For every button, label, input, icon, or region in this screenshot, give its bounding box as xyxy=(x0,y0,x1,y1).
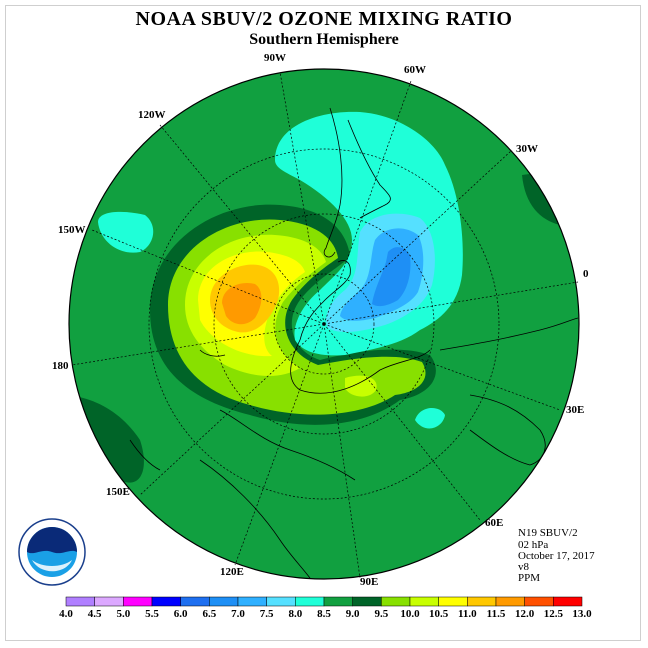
color-bar-tick-label: 4.0 xyxy=(59,608,73,620)
color-bar-swatch xyxy=(381,596,411,607)
label-120w: 120W xyxy=(138,109,166,121)
latitude-circle xyxy=(273,273,375,375)
meridian-150w xyxy=(91,229,325,325)
latitude-circle xyxy=(213,213,435,435)
color-bar-swatch xyxy=(266,596,296,607)
color-bar-tick-label: 5.5 xyxy=(145,608,159,620)
info-pressure: 02 hPa xyxy=(518,539,549,551)
meridian-30w xyxy=(323,149,513,325)
logo-top xyxy=(27,527,77,554)
label-120e: 120E xyxy=(220,566,244,578)
antarctica-coast xyxy=(290,339,431,394)
coastlines xyxy=(129,107,579,579)
chart-title: NOAA SBUV/2 OZONE MIXING RATIO xyxy=(135,8,513,30)
chart-subtitle: Southern Hemisphere xyxy=(249,31,399,48)
figure-frame xyxy=(5,5,641,641)
australia-antarctic-coast xyxy=(219,409,356,481)
meridian-90e xyxy=(323,323,361,579)
color-bar xyxy=(65,596,583,607)
color-bar-swatch xyxy=(180,596,210,607)
label-30w: 30W xyxy=(516,143,538,155)
info-units: PPM xyxy=(518,572,541,584)
label-150w: 150W xyxy=(58,224,86,236)
color-bar-swatch xyxy=(438,596,468,607)
label-0: 0 xyxy=(583,268,589,280)
madagascar-region-coast xyxy=(469,394,546,466)
meridian-120e xyxy=(234,323,325,566)
color-bar-swatch xyxy=(467,596,497,607)
color-bar-tick-label: 10.5 xyxy=(429,608,449,620)
meridian-180 xyxy=(71,323,325,366)
antarctic-peninsula xyxy=(299,260,351,341)
label-60e: 60E xyxy=(485,517,504,529)
ross-coast xyxy=(199,349,226,357)
band-10.0-south xyxy=(345,375,377,397)
band-11.5 xyxy=(222,282,262,325)
color-bar-swatch xyxy=(209,596,239,607)
label-60w: 60W xyxy=(404,64,426,76)
color-bar-tick-label: 6.5 xyxy=(202,608,217,620)
color-bar-tick-label: 11.0 xyxy=(458,608,477,620)
color-bar-tick-label: 9.0 xyxy=(345,608,360,620)
seagull-icon xyxy=(32,560,72,572)
color-bar-swatch xyxy=(123,596,153,607)
band-6.5 xyxy=(372,247,411,307)
color-bar-swatch xyxy=(323,596,353,607)
color-bar-tick-label: 10.0 xyxy=(400,608,420,620)
color-bar-tick-label: 11.5 xyxy=(486,608,506,620)
meridian-120w xyxy=(159,124,325,325)
color-bar-swatch xyxy=(553,596,583,607)
band-8.0-west xyxy=(98,211,154,253)
info-satellite: N19 SBUV/2 xyxy=(518,527,578,539)
color-bar-swatch xyxy=(94,596,124,607)
australia-coast xyxy=(199,459,311,579)
color-bar-tick-label: 8.5 xyxy=(317,608,331,620)
meridian-30e xyxy=(323,323,561,411)
label-150e: 150E xyxy=(106,486,130,498)
color-bar-swatch xyxy=(524,596,554,607)
color-bar-tick-label: 7.0 xyxy=(231,608,245,620)
color-bar-swatch xyxy=(65,596,95,607)
color-bar-tick-label: 5.0 xyxy=(116,608,131,620)
africa-side-coast xyxy=(439,317,579,351)
color-bar-swatch xyxy=(409,596,439,607)
map-boundary xyxy=(68,68,580,580)
color-bar-tick-label: 12.0 xyxy=(515,608,535,620)
color-bar-tick-label: 7.5 xyxy=(259,608,274,620)
label-30e: 30E xyxy=(566,404,585,416)
color-bar-swatch xyxy=(237,596,267,607)
south-america-coast-east xyxy=(347,119,391,219)
meridian-150e xyxy=(139,323,325,496)
south-america-coast xyxy=(323,107,343,258)
noaa-logo xyxy=(18,518,86,586)
color-bar-tick-label: 13.0 xyxy=(572,608,592,620)
meridian-0 xyxy=(323,281,579,325)
meridian-60e xyxy=(323,323,481,521)
color-bar-swatch xyxy=(295,596,325,607)
info-version: v8 xyxy=(518,561,529,573)
color-bar-tick-label: 6.0 xyxy=(173,608,188,620)
meridian-90w xyxy=(279,71,325,325)
latitude-circle xyxy=(148,148,500,500)
color-bar-tick-label: 9.5 xyxy=(374,608,389,620)
label-90e: 90E xyxy=(360,576,379,588)
color-bar-tick-label: 8.0 xyxy=(288,608,303,620)
graticule xyxy=(71,71,579,579)
band-8.0-southeast xyxy=(415,408,445,429)
meridian-60w xyxy=(323,80,412,325)
color-bar-swatch xyxy=(495,596,525,607)
color-bar-tick-label: 4.5 xyxy=(87,608,102,620)
color-bar-swatch xyxy=(151,596,181,607)
info-date: October 17, 2017 xyxy=(518,550,595,562)
label-180: 180 xyxy=(52,360,69,372)
new-zealand-coast xyxy=(129,439,161,471)
color-bar-swatch xyxy=(352,596,382,607)
label-90w: 90W xyxy=(264,52,286,64)
color-bar-tick-label: 12.5 xyxy=(543,608,563,620)
